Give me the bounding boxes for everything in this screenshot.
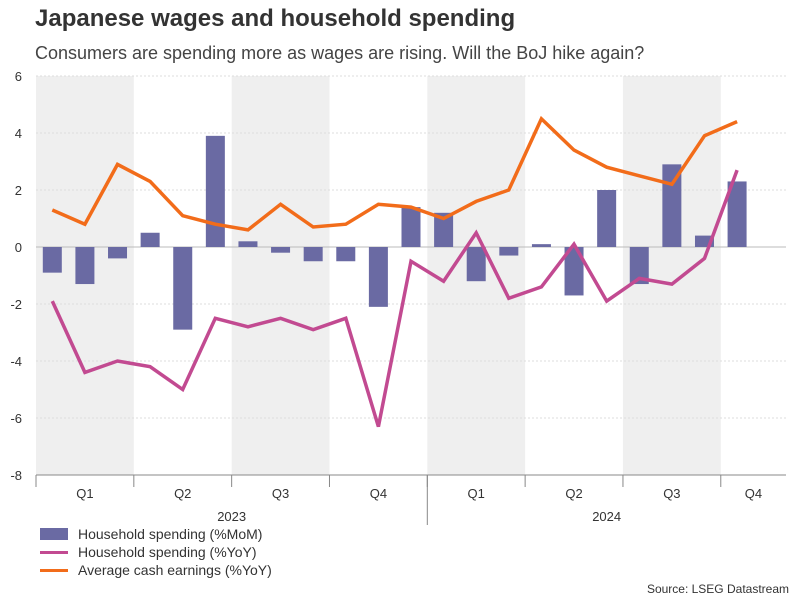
x-quarter-label: Q1 <box>76 486 93 501</box>
bar-household-spending-mom <box>629 247 649 285</box>
y-tick-label: 4 <box>15 126 22 141</box>
x-quarter-label: Q2 <box>565 486 582 501</box>
bar-household-spending-mom <box>336 247 356 262</box>
legend-swatch-household-spending-mom <box>40 528 68 540</box>
legend-swatch-average-cash-earnings <box>40 568 68 572</box>
legend-label-average-cash-earnings: Average cash earnings (%YoY) <box>78 562 272 578</box>
bar-household-spending-mom <box>401 207 421 247</box>
bar-household-spending-mom <box>531 244 551 247</box>
y-tick-label: 6 <box>15 69 22 84</box>
x-quarter-label: Q4 <box>370 486 387 501</box>
bar-household-spending-mom <box>727 181 747 247</box>
bar-household-spending-mom <box>173 247 193 330</box>
source-note: Source: LSEG Datastream <box>646 582 789 596</box>
legend-item-household-spending-mom: Household spending (%MoM) <box>40 525 272 543</box>
legend-swatch-household-spending-yoy <box>40 550 68 554</box>
x-quarter-label: Q3 <box>663 486 680 501</box>
x-year-label: 2024 <box>592 509 621 524</box>
bar-household-spending-mom <box>466 247 486 282</box>
x-quarter-label: Q1 <box>468 486 485 501</box>
legend-label-household-spending-mom: Household spending (%MoM) <box>78 526 263 542</box>
x-quarter-label: Q3 <box>272 486 289 501</box>
bar-household-spending-mom <box>238 241 258 247</box>
x-quarter-label: Q2 <box>174 486 191 501</box>
bar-household-spending-mom <box>271 247 291 253</box>
legend-label-household-spending-yoy: Household spending (%YoY) <box>78 544 257 560</box>
bar-household-spending-mom <box>564 247 584 296</box>
line-household-spending-yoy <box>50 169 739 428</box>
x-quarter-label: Q4 <box>745 486 762 501</box>
bar-household-spending-mom <box>434 212 454 247</box>
y-tick-label: -6 <box>10 411 22 426</box>
x-year-label: 2023 <box>217 509 246 524</box>
quarter-shade <box>231 76 330 475</box>
bar-household-spending-mom <box>205 135 225 247</box>
bar-household-spending-mom <box>303 247 323 262</box>
chart-title: Japanese wages and household spending <box>35 5 516 32</box>
bar-household-spending-mom <box>368 247 388 307</box>
y-tick-label: 2 <box>15 183 22 198</box>
chart-legend: Household spending (%MoM) Household spen… <box>40 525 272 579</box>
bar-household-spending-mom <box>694 235 714 247</box>
bar-household-spending-mom <box>499 247 519 256</box>
bar-household-spending-mom <box>597 190 617 247</box>
y-tick-label: 0 <box>15 240 22 255</box>
y-tick-label: -4 <box>10 354 22 369</box>
chart-subtitle: Consumers are spending more as wages are… <box>35 43 645 63</box>
y-tick-label: -2 <box>10 297 22 312</box>
legend-item-household-spending-yoy: Household spending (%YoY) <box>40 543 272 561</box>
bar-household-spending-mom <box>108 247 128 259</box>
bar-household-spending-mom <box>42 247 62 273</box>
legend-item-average-cash-earnings: Average cash earnings (%YoY) <box>40 561 272 579</box>
line-average-cash-earnings <box>51 115 738 232</box>
bar-household-spending-mom <box>662 164 682 247</box>
bar-household-spending-mom <box>75 247 95 285</box>
y-tick-label: -8 <box>10 468 22 483</box>
bar-household-spending-mom <box>140 232 160 247</box>
